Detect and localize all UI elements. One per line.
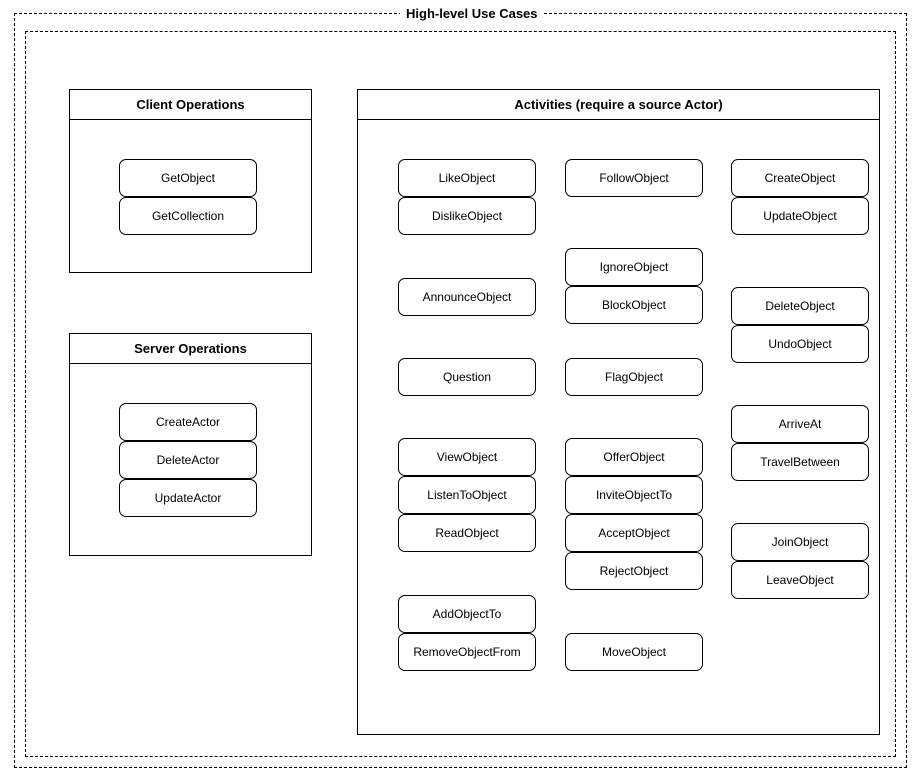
- node-accept-object: AcceptObject: [565, 514, 703, 552]
- node-announce-object: AnnounceObject: [398, 278, 536, 316]
- client-operations-header: Client Operations: [70, 90, 311, 120]
- node-question: Question: [398, 358, 536, 396]
- node-read-object: ReadObject: [398, 514, 536, 552]
- activities-header: Activities (require a source Actor): [358, 90, 879, 120]
- node-like-object: LikeObject: [398, 159, 536, 197]
- node-update-actor: UpdateActor: [119, 479, 257, 517]
- diagram-title: High-level Use Cases: [400, 6, 544, 21]
- node-follow-object: FollowObject: [565, 159, 703, 197]
- node-invite-object-to: InviteObjectTo: [565, 476, 703, 514]
- node-leave-object: LeaveObject: [731, 561, 869, 599]
- node-listen-to-object: ListenToObject: [398, 476, 536, 514]
- node-create-object: CreateObject: [731, 159, 869, 197]
- node-create-actor: CreateActor: [119, 403, 257, 441]
- node-get-collection: GetCollection: [119, 197, 257, 235]
- node-dislike-object: DislikeObject: [398, 197, 536, 235]
- node-delete-object: DeleteObject: [731, 287, 869, 325]
- node-remove-object-from: RemoveObjectFrom: [398, 633, 536, 671]
- node-ignore-object: IgnoreObject: [565, 248, 703, 286]
- node-join-object: JoinObject: [731, 523, 869, 561]
- node-flag-object: FlagObject: [565, 358, 703, 396]
- node-delete-actor: DeleteActor: [119, 441, 257, 479]
- node-move-object: MoveObject: [565, 633, 703, 671]
- node-undo-object: UndoObject: [731, 325, 869, 363]
- node-arrive-at: ArriveAt: [731, 405, 869, 443]
- node-get-object: GetObject: [119, 159, 257, 197]
- node-travel-between: TravelBetween: [731, 443, 869, 481]
- node-reject-object: RejectObject: [565, 552, 703, 590]
- node-add-object-to: AddObjectTo: [398, 595, 536, 633]
- node-offer-object: OfferObject: [565, 438, 703, 476]
- server-operations-header: Server Operations: [70, 334, 311, 364]
- node-update-object: UpdateObject: [731, 197, 869, 235]
- node-view-object: ViewObject: [398, 438, 536, 476]
- node-block-object: BlockObject: [565, 286, 703, 324]
